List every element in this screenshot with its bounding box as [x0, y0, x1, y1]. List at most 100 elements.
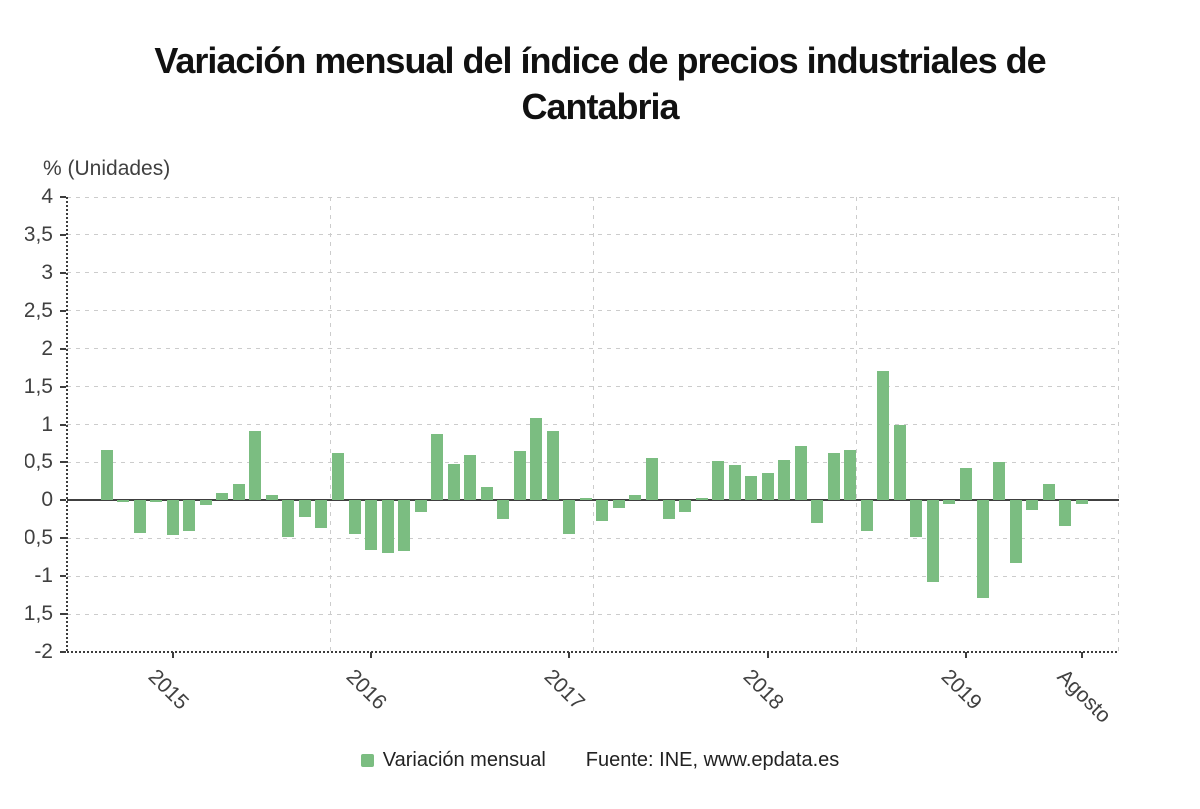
bar-2019-05[interactable] — [1026, 500, 1039, 511]
y-axis-label: 2 — [41, 336, 53, 360]
bar-2019-04[interactable] — [1009, 500, 1022, 564]
bar-2016-08[interactable] — [480, 486, 493, 501]
bar-2019-06[interactable] — [1042, 484, 1055, 501]
bar-2016-02[interactable] — [381, 500, 394, 554]
y-axis-line — [66, 197, 68, 652]
bar-2018-10[interactable] — [910, 500, 923, 537]
y-axis-label: -1 — [34, 564, 53, 588]
bar-2018-11[interactable] — [926, 500, 939, 583]
y-axis-label: -0,5 — [25, 526, 53, 550]
bar-2017-06[interactable] — [645, 457, 658, 501]
y-tick-mark — [60, 613, 66, 616]
bar-2017-01[interactable] — [563, 500, 576, 535]
legend-swatch-icon — [360, 753, 374, 767]
bar-2019-07[interactable] — [1059, 500, 1072, 527]
bar-2016-03[interactable] — [398, 500, 411, 552]
x-tick-mark — [965, 652, 967, 658]
bar-2017-02[interactable] — [579, 498, 592, 501]
y-tick-mark — [60, 575, 66, 578]
x-gridline — [330, 197, 331, 652]
x-axis-label-Agosto: Agosto — [1052, 665, 1115, 728]
bar-2017-12[interactable] — [745, 476, 758, 501]
bar-2015-01[interactable] — [166, 500, 179, 536]
bar-2017-11[interactable] — [728, 465, 741, 501]
x-tick-mark — [171, 652, 174, 658]
bar-2018-04[interactable] — [811, 500, 824, 524]
bar-2014-09[interactable] — [100, 449, 113, 501]
y-tick-mark — [60, 385, 66, 388]
bar-2017-10[interactable] — [712, 460, 725, 501]
bar-2015-11[interactable] — [331, 452, 344, 501]
bar-2018-07[interactable] — [860, 500, 873, 531]
x-axis-label-2018: 2018 — [738, 665, 788, 715]
bar-2018-05[interactable] — [827, 453, 840, 501]
bar-2019-02[interactable] — [976, 500, 989, 599]
bar-2018-06[interactable] — [844, 449, 857, 501]
x-gridline — [593, 197, 594, 652]
bar-2015-12[interactable] — [348, 500, 361, 534]
bar-2016-01[interactable] — [365, 500, 378, 551]
bar-2019-03[interactable] — [993, 462, 1006, 501]
bar-2019-01[interactable] — [960, 468, 972, 501]
bar-2018-09[interactable] — [893, 424, 906, 501]
y-axis-label: 1,5 — [25, 374, 53, 398]
bar-2018-08[interactable] — [877, 371, 890, 501]
bar-2018-01[interactable] — [761, 473, 774, 501]
bar-2019-08[interactable] — [1075, 500, 1088, 505]
y-axis-labels: 4 3,5 3 2,5 2 1,5 1 0,5 0 -0,5 -1 -1,5 -2 — [25, 186, 53, 666]
y-tick-mark — [60, 309, 66, 312]
y-tick-mark — [60, 196, 66, 198]
bar-2016-06[interactable] — [447, 463, 460, 501]
bar-2016-12[interactable] — [546, 431, 559, 501]
bar-2018-12[interactable] — [943, 500, 956, 505]
legend-label: Variación mensual — [382, 748, 546, 771]
bar-2016-10[interactable] — [513, 451, 526, 501]
bar-2018-02[interactable] — [778, 460, 791, 501]
x-tick-mark — [766, 652, 769, 658]
bar-2016-04[interactable] — [414, 500, 427, 512]
bar-2015-09[interactable] — [298, 500, 311, 517]
y-tick-mark — [60, 461, 66, 464]
bar-2014-11[interactable] — [133, 500, 146, 533]
x-tick-mark — [370, 652, 373, 658]
y-axis-label: 0 — [41, 488, 53, 512]
x-axis-line — [67, 651, 1119, 653]
bar-2015-06[interactable] — [249, 431, 262, 501]
x-axis-label-2019: 2019 — [936, 665, 987, 715]
y-tick-mark — [60, 423, 66, 426]
bar-2016-07[interactable] — [464, 454, 477, 501]
bar-2017-09[interactable] — [695, 498, 708, 501]
y-axis-label: 3,5 — [25, 222, 53, 246]
bar-2016-09[interactable] — [497, 500, 510, 520]
bar-2014-10[interactable] — [117, 500, 130, 502]
bar-2015-08[interactable] — [282, 500, 295, 538]
bar-2015-05[interactable] — [232, 484, 245, 501]
bar-2017-07[interactable] — [662, 500, 675, 519]
bar-2016-05[interactable] — [431, 433, 444, 501]
bar-2017-05[interactable] — [629, 495, 642, 501]
bar-2015-03[interactable] — [199, 500, 212, 505]
legend-item-variacion-mensual[interactable]: Variación mensual — [360, 748, 546, 772]
bar-2017-08[interactable] — [679, 500, 692, 513]
source-text: Fuente: INE, www.epdata.es — [585, 748, 840, 771]
bar-2016-11[interactable] — [530, 417, 543, 501]
x-axis-labels: 2015 2016 2017 2018 2019 Agosto — [0, 652, 1123, 809]
y-axis-label: 4 — [41, 186, 53, 208]
y-axis-label: 0,5 — [25, 450, 53, 474]
bar-2018-03[interactable] — [794, 445, 807, 501]
x-tick-mark — [568, 652, 571, 658]
x-axis-label-2015: 2015 — [143, 665, 193, 715]
plot-area — [60, 196, 1119, 658]
y-tick-mark — [60, 233, 66, 236]
y-tick-mark — [60, 271, 66, 274]
x-axis-label-2016: 2016 — [341, 665, 392, 715]
bar-2015-10[interactable] — [315, 500, 328, 529]
bar-2015-07[interactable] — [265, 495, 278, 501]
bar-2015-02[interactable] — [183, 500, 196, 531]
y-axis-label: -2 — [34, 640, 53, 663]
bar-2014-12[interactable] — [150, 500, 163, 502]
bar-2015-04[interactable] — [216, 492, 229, 501]
bar-2017-04[interactable] — [612, 500, 625, 508]
bar-2017-03[interactable] — [596, 500, 609, 521]
